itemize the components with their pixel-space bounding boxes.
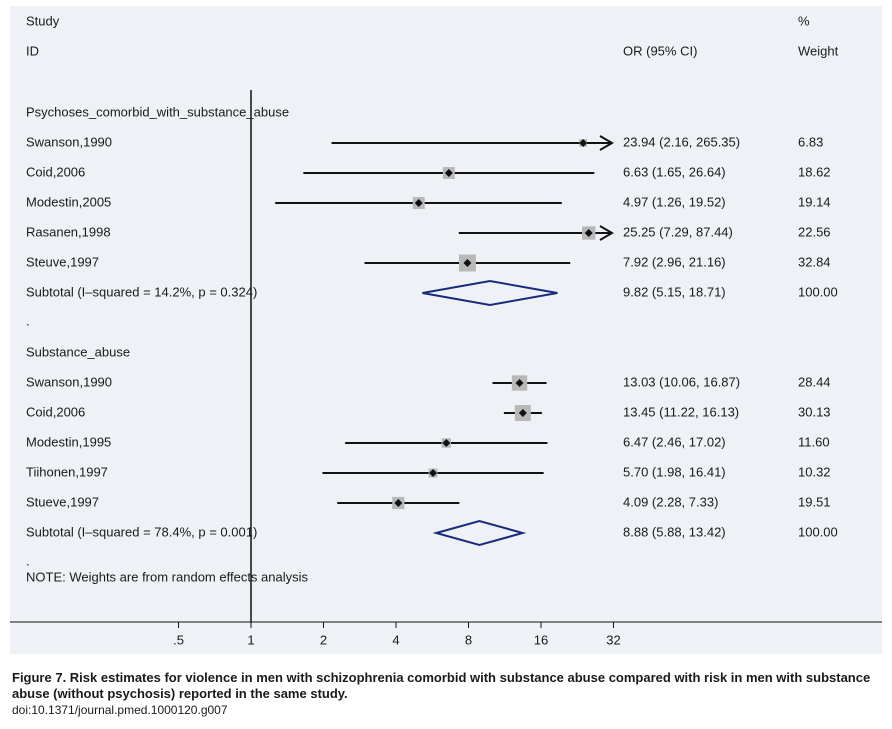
header-or-ci: OR (95% CI) [623, 43, 697, 58]
study-label: Modestin,1995 [26, 434, 111, 449]
study-label: Coid,2006 [26, 404, 85, 419]
subtotal-label: Subtotal (I–squared = 78.4%, p = 0.001) [26, 524, 257, 539]
footnote: NOTE: Weights are from random effects an… [26, 569, 309, 584]
header-study: Study [26, 13, 60, 28]
study-label: Rasanen,1998 [26, 224, 111, 239]
study-label: Steuve,1997 [26, 254, 99, 269]
study-label: Modestin,2005 [26, 194, 111, 209]
point-estimate [515, 379, 524, 387]
header-id: ID [26, 43, 39, 58]
study-weight: 19.51 [798, 494, 831, 509]
plot-panel [10, 6, 882, 654]
study-or-ci: 4.09 (2.28, 7.33) [623, 494, 718, 509]
subtotal-label: Subtotal (I–squared = 14.2%, p = 0.324) [26, 284, 257, 299]
group-separator: . [26, 313, 30, 328]
header-percent: % [798, 13, 810, 28]
study-or-ci: 25.25 (7.29, 87.44) [623, 224, 733, 239]
study-or-ci: 13.03 (10.06, 16.87) [623, 374, 740, 389]
study-weight: 19.14 [798, 194, 831, 209]
caption-title: Figure 7. Risk estimates for violence in… [12, 670, 871, 701]
study-weight: 11.60 [798, 434, 830, 449]
subtotal-diamond [432, 519, 527, 547]
point-estimate [442, 439, 451, 447]
point-estimate [394, 499, 403, 507]
ci-arrow [599, 225, 614, 241]
study-weight: 6.83 [798, 134, 823, 149]
x-tick-label: 16 [534, 632, 548, 647]
point-estimate [414, 199, 423, 207]
study-or-ci: 7.92 (2.96, 21.16) [623, 254, 726, 269]
study-weight: 10.32 [798, 464, 831, 479]
subtotal-weight: 100.00 [798, 284, 838, 299]
point-estimate [463, 259, 472, 267]
group-separator: . [26, 553, 30, 568]
x-tick-label: 32 [606, 632, 620, 647]
study-weight: 22.56 [798, 224, 831, 239]
study-or-ci: 4.97 (1.26, 19.52) [623, 194, 726, 209]
study-label: Stueve,1997 [26, 494, 99, 509]
forest-plot: Study ID OR (95% CI)% Weight Psychoses_comor… [10, 13, 882, 647]
point-estimate [444, 169, 453, 177]
study-or-ci: 23.94 (2.16, 265.35) [623, 134, 740, 149]
subtotal-or-ci: 9.82 (5.15, 18.71) [623, 284, 726, 299]
point-estimate [429, 469, 438, 477]
x-tick-label: 8 [465, 632, 472, 647]
subtotal-diamond [422, 279, 558, 307]
study-weight: 32.84 [798, 254, 831, 269]
study-or-ci: 13.45 (11.22, 16.13) [623, 404, 739, 419]
group-label: Substance_abuse [26, 344, 130, 359]
study-or-ci: 6.47 (2.46, 17.02) [623, 434, 726, 449]
study-label: Tiihonen,1997 [26, 464, 108, 479]
x-tick-label: 2 [320, 632, 327, 647]
ci-arrow [599, 135, 614, 151]
study-weight: 18.62 [798, 164, 831, 179]
study-weight: 30.13 [798, 404, 831, 419]
x-tick-label: 1 [247, 632, 254, 647]
x-tick-label: .5 [173, 632, 184, 647]
point-estimate [518, 409, 527, 417]
point-estimate [579, 139, 588, 147]
study-or-ci: 5.70 (1.98, 16.41) [623, 464, 726, 479]
study-label: Swanson,1990 [26, 374, 112, 389]
subtotal-or-ci: 8.88 (5.88, 13.42) [623, 524, 726, 539]
study-or-ci: 6.63 (1.65, 26.64) [623, 164, 726, 179]
study-label: Swanson,1990 [26, 134, 112, 149]
group-label: Psychoses_comorbid_with_substance_abuse [26, 104, 289, 119]
study-label: Coid,2006 [26, 164, 85, 179]
header-weight: Weight [798, 43, 839, 58]
x-tick-label: 4 [392, 632, 399, 647]
caption-doi: doi:10.1371/journal.pmed.1000120.g007 [12, 703, 228, 717]
figure-caption: Figure 7. Risk estimates for violence in… [12, 670, 884, 718]
point-estimate [584, 229, 593, 237]
study-weight: 28.44 [798, 374, 831, 389]
subtotal-weight: 100.00 [798, 524, 838, 539]
